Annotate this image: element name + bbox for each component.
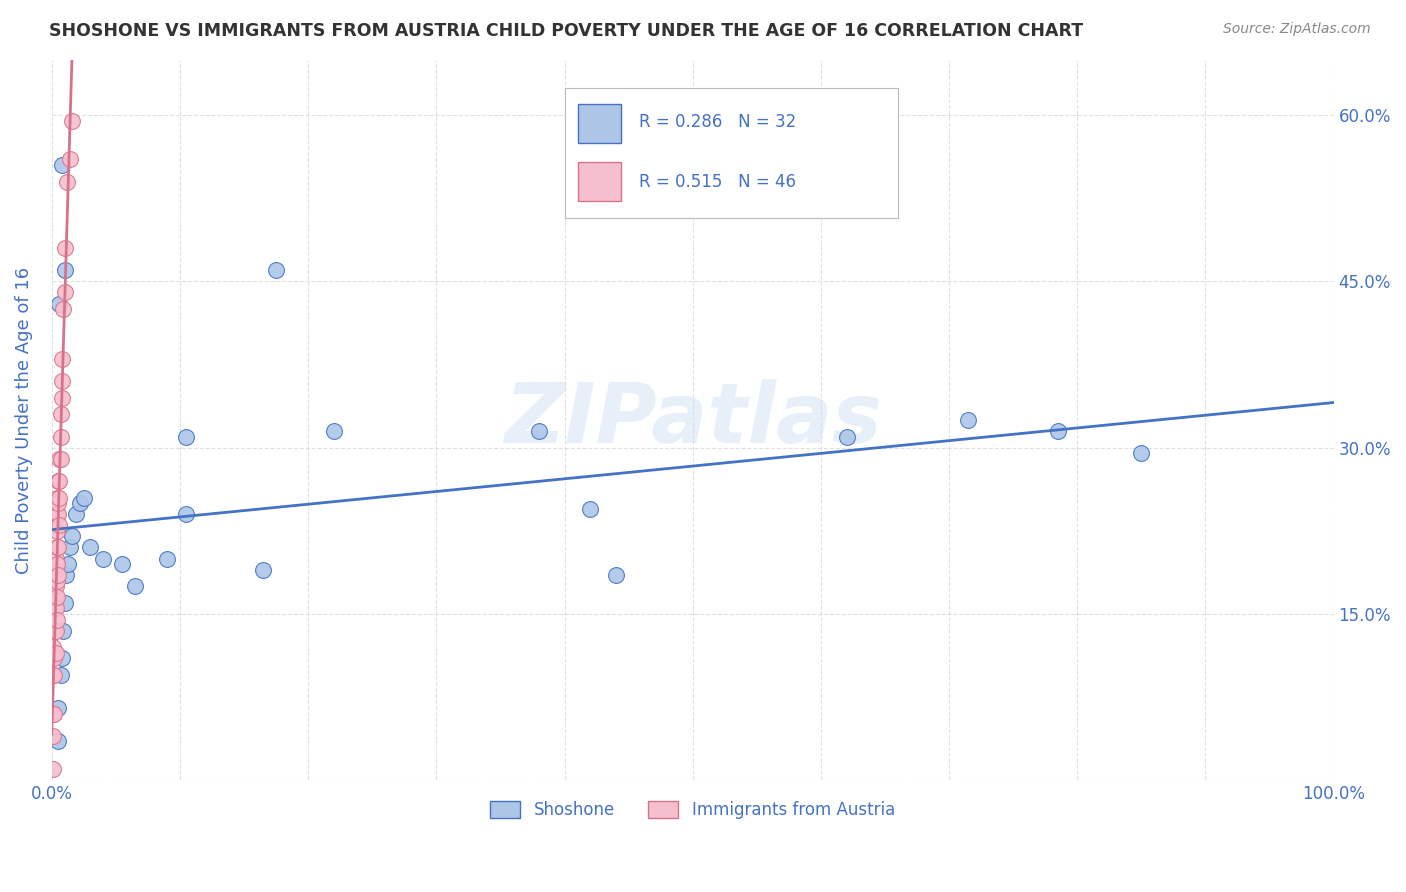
Point bbox=[46, 541, 69, 555]
Point bbox=[264, 263, 287, 277]
Point bbox=[45, 524, 67, 538]
Point bbox=[44, 668, 66, 682]
Point bbox=[51, 351, 73, 366]
Point bbox=[835, 429, 858, 443]
Point bbox=[44, 601, 66, 615]
Point bbox=[59, 153, 82, 167]
Point bbox=[579, 501, 602, 516]
Point bbox=[44, 624, 66, 638]
Point bbox=[1047, 424, 1070, 438]
Y-axis label: Child Poverty Under the Age of 16: Child Poverty Under the Age of 16 bbox=[15, 267, 32, 574]
Point bbox=[56, 175, 79, 189]
Point bbox=[51, 651, 73, 665]
Point bbox=[1130, 446, 1153, 460]
Point bbox=[42, 729, 65, 743]
Point bbox=[52, 301, 75, 316]
Point bbox=[53, 596, 76, 610]
Point bbox=[46, 496, 69, 510]
Point bbox=[51, 374, 73, 388]
Point bbox=[42, 706, 65, 721]
Point bbox=[46, 474, 69, 488]
Point bbox=[59, 541, 82, 555]
Point bbox=[53, 263, 76, 277]
Point bbox=[45, 579, 67, 593]
Point bbox=[45, 591, 67, 605]
Point bbox=[44, 706, 66, 721]
Point bbox=[53, 285, 76, 300]
Point bbox=[42, 640, 65, 655]
Point bbox=[176, 429, 198, 443]
Point bbox=[79, 541, 101, 555]
Point bbox=[322, 424, 344, 438]
Point bbox=[45, 541, 67, 555]
Point bbox=[73, 491, 96, 505]
Point bbox=[49, 451, 72, 466]
Point bbox=[957, 413, 980, 427]
Point bbox=[60, 529, 83, 543]
Point bbox=[46, 568, 69, 582]
Point bbox=[45, 646, 67, 660]
Text: Source: ZipAtlas.com: Source: ZipAtlas.com bbox=[1223, 22, 1371, 37]
Point bbox=[45, 563, 67, 577]
Point bbox=[45, 624, 67, 638]
Point bbox=[51, 391, 73, 405]
Point bbox=[527, 424, 550, 438]
Point bbox=[52, 624, 75, 638]
Point bbox=[45, 507, 67, 521]
Point bbox=[49, 408, 72, 422]
Text: SHOSHONE VS IMMIGRANTS FROM AUSTRIA CHILD POVERTY UNDER THE AGE OF 16 CORRELATIO: SHOSHONE VS IMMIGRANTS FROM AUSTRIA CHIL… bbox=[49, 22, 1084, 40]
Point bbox=[49, 429, 72, 443]
Point bbox=[65, 507, 87, 521]
Point bbox=[45, 491, 67, 505]
Point bbox=[45, 601, 67, 615]
Legend: Shoshone, Immigrants from Austria: Shoshone, Immigrants from Austria bbox=[484, 795, 901, 826]
Point bbox=[45, 557, 67, 571]
Point bbox=[252, 563, 274, 577]
Point bbox=[44, 651, 66, 665]
Point bbox=[176, 507, 198, 521]
Point bbox=[156, 551, 179, 566]
Point bbox=[45, 574, 67, 588]
Point bbox=[46, 701, 69, 715]
Point bbox=[45, 551, 67, 566]
Point bbox=[124, 579, 146, 593]
Point bbox=[58, 557, 80, 571]
Point bbox=[48, 296, 70, 310]
Text: ZIPatlas: ZIPatlas bbox=[503, 379, 882, 460]
Point bbox=[48, 491, 70, 505]
Point bbox=[111, 557, 134, 571]
Point bbox=[48, 518, 70, 533]
Point bbox=[53, 241, 76, 255]
Point bbox=[48, 451, 70, 466]
Point bbox=[91, 551, 114, 566]
Point bbox=[46, 507, 69, 521]
Point bbox=[49, 668, 72, 682]
Point bbox=[44, 591, 66, 605]
Point bbox=[46, 734, 69, 748]
Point bbox=[55, 568, 77, 582]
Point bbox=[48, 474, 70, 488]
Point bbox=[42, 762, 65, 776]
Point bbox=[42, 668, 65, 682]
Point bbox=[605, 568, 627, 582]
Point bbox=[60, 113, 83, 128]
Point bbox=[51, 158, 73, 172]
Point bbox=[69, 496, 91, 510]
Point bbox=[45, 613, 67, 627]
